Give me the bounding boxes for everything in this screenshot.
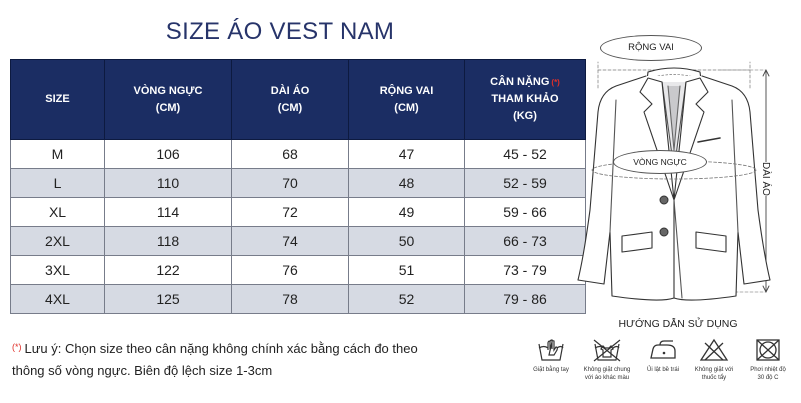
- header-length: DÀI ÁO (CM): [231, 59, 349, 140]
- cell-chest: 125: [104, 284, 232, 314]
- header-shoulder: RỘNG VAI (CM): [348, 59, 465, 140]
- cell-length: 78: [231, 284, 349, 314]
- size-note: (*) Lưu ý: Chọn size theo cân nặng không …: [12, 338, 482, 382]
- table-row: 4XL 125 78 52 79 - 86: [10, 284, 586, 314]
- cell-length: 76: [231, 255, 349, 285]
- cell-chest: 114: [104, 197, 232, 227]
- cell-chest: 106: [104, 139, 232, 169]
- care-label-line2: 30 độ C: [757, 375, 779, 381]
- cell-weight: 59 - 66: [464, 197, 586, 227]
- page-title: SIZE ÁO VEST NAM: [165, 18, 395, 45]
- iron-icon: [650, 340, 676, 359]
- cell-shoulder: 51: [348, 255, 465, 285]
- cell-weight: 45 - 52: [464, 139, 586, 169]
- cell-size: 4XL: [10, 284, 105, 314]
- cell-length: 68: [231, 139, 349, 169]
- care-label-line2: thuốc tẩy: [701, 375, 727, 381]
- table-row: XL 114 72 49 59 - 66: [10, 197, 586, 227]
- cell-length: 74: [231, 226, 349, 256]
- cell-chest: 110: [104, 168, 232, 198]
- header-weight: CÂN NẶNG (*) THAM KHẢO (KG): [464, 59, 586, 140]
- cell-weight: 66 - 73: [464, 226, 586, 256]
- care-item: Không giặt chung với áo khác màu: [577, 338, 637, 382]
- cell-shoulder: 48: [348, 168, 465, 198]
- shoulder-label: RỘNG VAI: [628, 42, 674, 53]
- shoulder-callout: RỘNG VAI: [600, 35, 702, 61]
- jacket-diagram: [577, 61, 771, 301]
- cell-length: 70: [231, 168, 349, 198]
- note-marker: (*): [12, 342, 22, 352]
- chest-label: VÒNG NGỰC: [633, 157, 687, 167]
- cell-size: 2XL: [10, 226, 105, 256]
- chest-callout: VÒNG NGỰC: [613, 150, 707, 174]
- cell-size: M: [10, 139, 105, 169]
- care-label-line1: Giặt bằng tay: [533, 367, 569, 373]
- table-header-row: SIZE VÒNG NGỰC (CM) DÀI ÁO (CM) RỘNG VAI (C…: [10, 59, 586, 140]
- cell-size: XL: [10, 197, 105, 227]
- cell-shoulder: 49: [348, 197, 465, 227]
- no-bleach-icon: [699, 338, 729, 361]
- cell-weight: 79 - 86: [464, 284, 586, 314]
- length-label: DÀI ÁO: [760, 162, 771, 196]
- care-item: Không giặt với thuốc tẩy: [684, 338, 744, 382]
- care-label-line2: với áo khác màu: [584, 375, 630, 381]
- cell-weight: 52 - 59: [464, 168, 586, 198]
- header-chest: VÒNG NGỰC (CM): [104, 59, 232, 140]
- care-item: Ủi lật bề trái: [633, 338, 693, 374]
- header-size: SIZE: [10, 59, 105, 140]
- care-item: Phơi nhiệt độ 30 độ C: [738, 338, 798, 382]
- table-row: L 110 70 48 52 - 59: [10, 168, 586, 198]
- cell-weight: 73 - 79: [464, 255, 586, 285]
- no-mix-wash-icon: [593, 339, 621, 362]
- cell-chest: 118: [104, 226, 232, 256]
- jacket-button: [659, 195, 669, 205]
- note-line-2: thông số vòng ngực. Biên độ lệch size 1-…: [12, 363, 273, 378]
- note-line-1: Lưu ý: Chọn size theo cân nặng không chí…: [24, 341, 418, 356]
- cell-size: 3XL: [10, 255, 105, 285]
- table-row: 2XL 118 74 50 66 - 73: [10, 226, 586, 256]
- care-item: Giặt bằng tay: [521, 338, 581, 374]
- hand-wash-icon: [538, 339, 564, 361]
- cell-chest: 122: [104, 255, 232, 285]
- care-label-line1: Không giặt chung: [583, 367, 631, 373]
- care-title: HƯỚNG DẪN SỬ DỤNG: [618, 318, 738, 330]
- cell-shoulder: 52: [348, 284, 465, 314]
- cell-shoulder: 47: [348, 139, 465, 169]
- footnote-mark: (*): [551, 78, 560, 87]
- cell-size: L: [10, 168, 105, 198]
- size-table: SIZE VÒNG NGỰC (CM) DÀI ÁO (CM) RỘNG VAI (C…: [10, 59, 586, 314]
- table-row: 3XL 122 76 51 73 - 79: [10, 255, 586, 285]
- dry-temp-icon: [756, 339, 780, 361]
- care-label-line1: Ủi lật bề trái: [646, 367, 679, 373]
- care-label-line1: Phơi nhiệt độ: [750, 367, 786, 373]
- jacket-button: [659, 227, 669, 237]
- care-label-line1: Không giặt với: [694, 367, 734, 373]
- cell-shoulder: 50: [348, 226, 465, 256]
- table-row: M 106 68 47 45 - 52: [10, 139, 586, 169]
- cell-length: 72: [231, 197, 349, 227]
